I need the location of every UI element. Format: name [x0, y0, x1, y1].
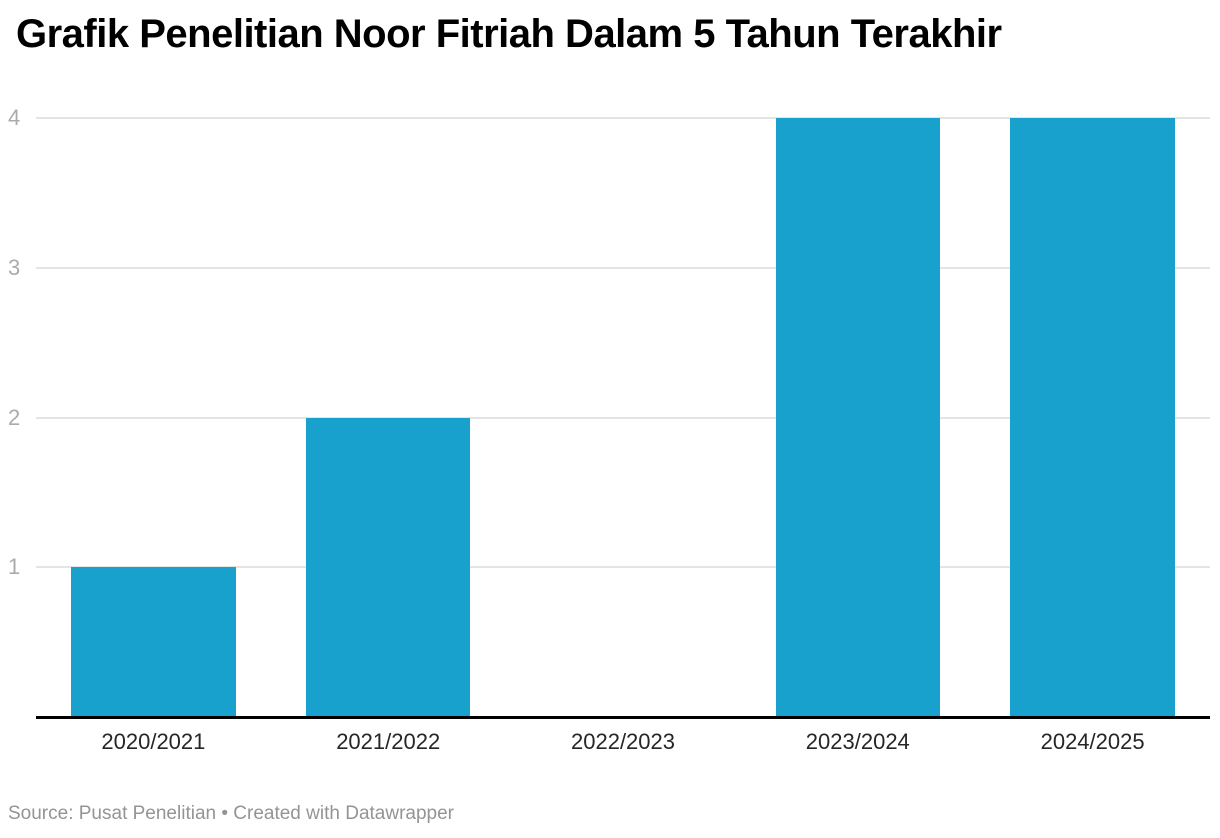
x-tick-label: 2021/2022 [336, 729, 441, 754]
bar [775, 118, 940, 717]
x-axis-line [36, 716, 1210, 719]
bar [1010, 118, 1175, 717]
x-tick-label: 2020/2021 [101, 729, 206, 754]
x-tick-label: 2022/2023 [571, 729, 675, 754]
source-attribution: Source: Pusat Penelitian • Created with … [8, 803, 454, 824]
x-tick-label: 2023/2024 [805, 729, 910, 754]
bar [71, 567, 236, 717]
y-tick-label: 4 [8, 105, 21, 130]
x-tick-label: 2024/2025 [1040, 729, 1145, 754]
gridline [36, 416, 1210, 419]
y-tick-label: 3 [8, 254, 21, 280]
y-tick-label: 2 [8, 404, 21, 430]
gridline [36, 566, 1210, 569]
gridline [36, 117, 1210, 119]
plot-area: 1 2 3 4 2020/2021 2021/2022 2022/2023 2023/202… [8, 107, 1210, 754]
bar [306, 417, 471, 717]
chart-title: Grafik Penelitian Noor Fitriah Dalam 5 T… [16, 12, 1002, 56]
y-tick-label: 1 [8, 554, 21, 580]
gridline [36, 266, 1210, 269]
